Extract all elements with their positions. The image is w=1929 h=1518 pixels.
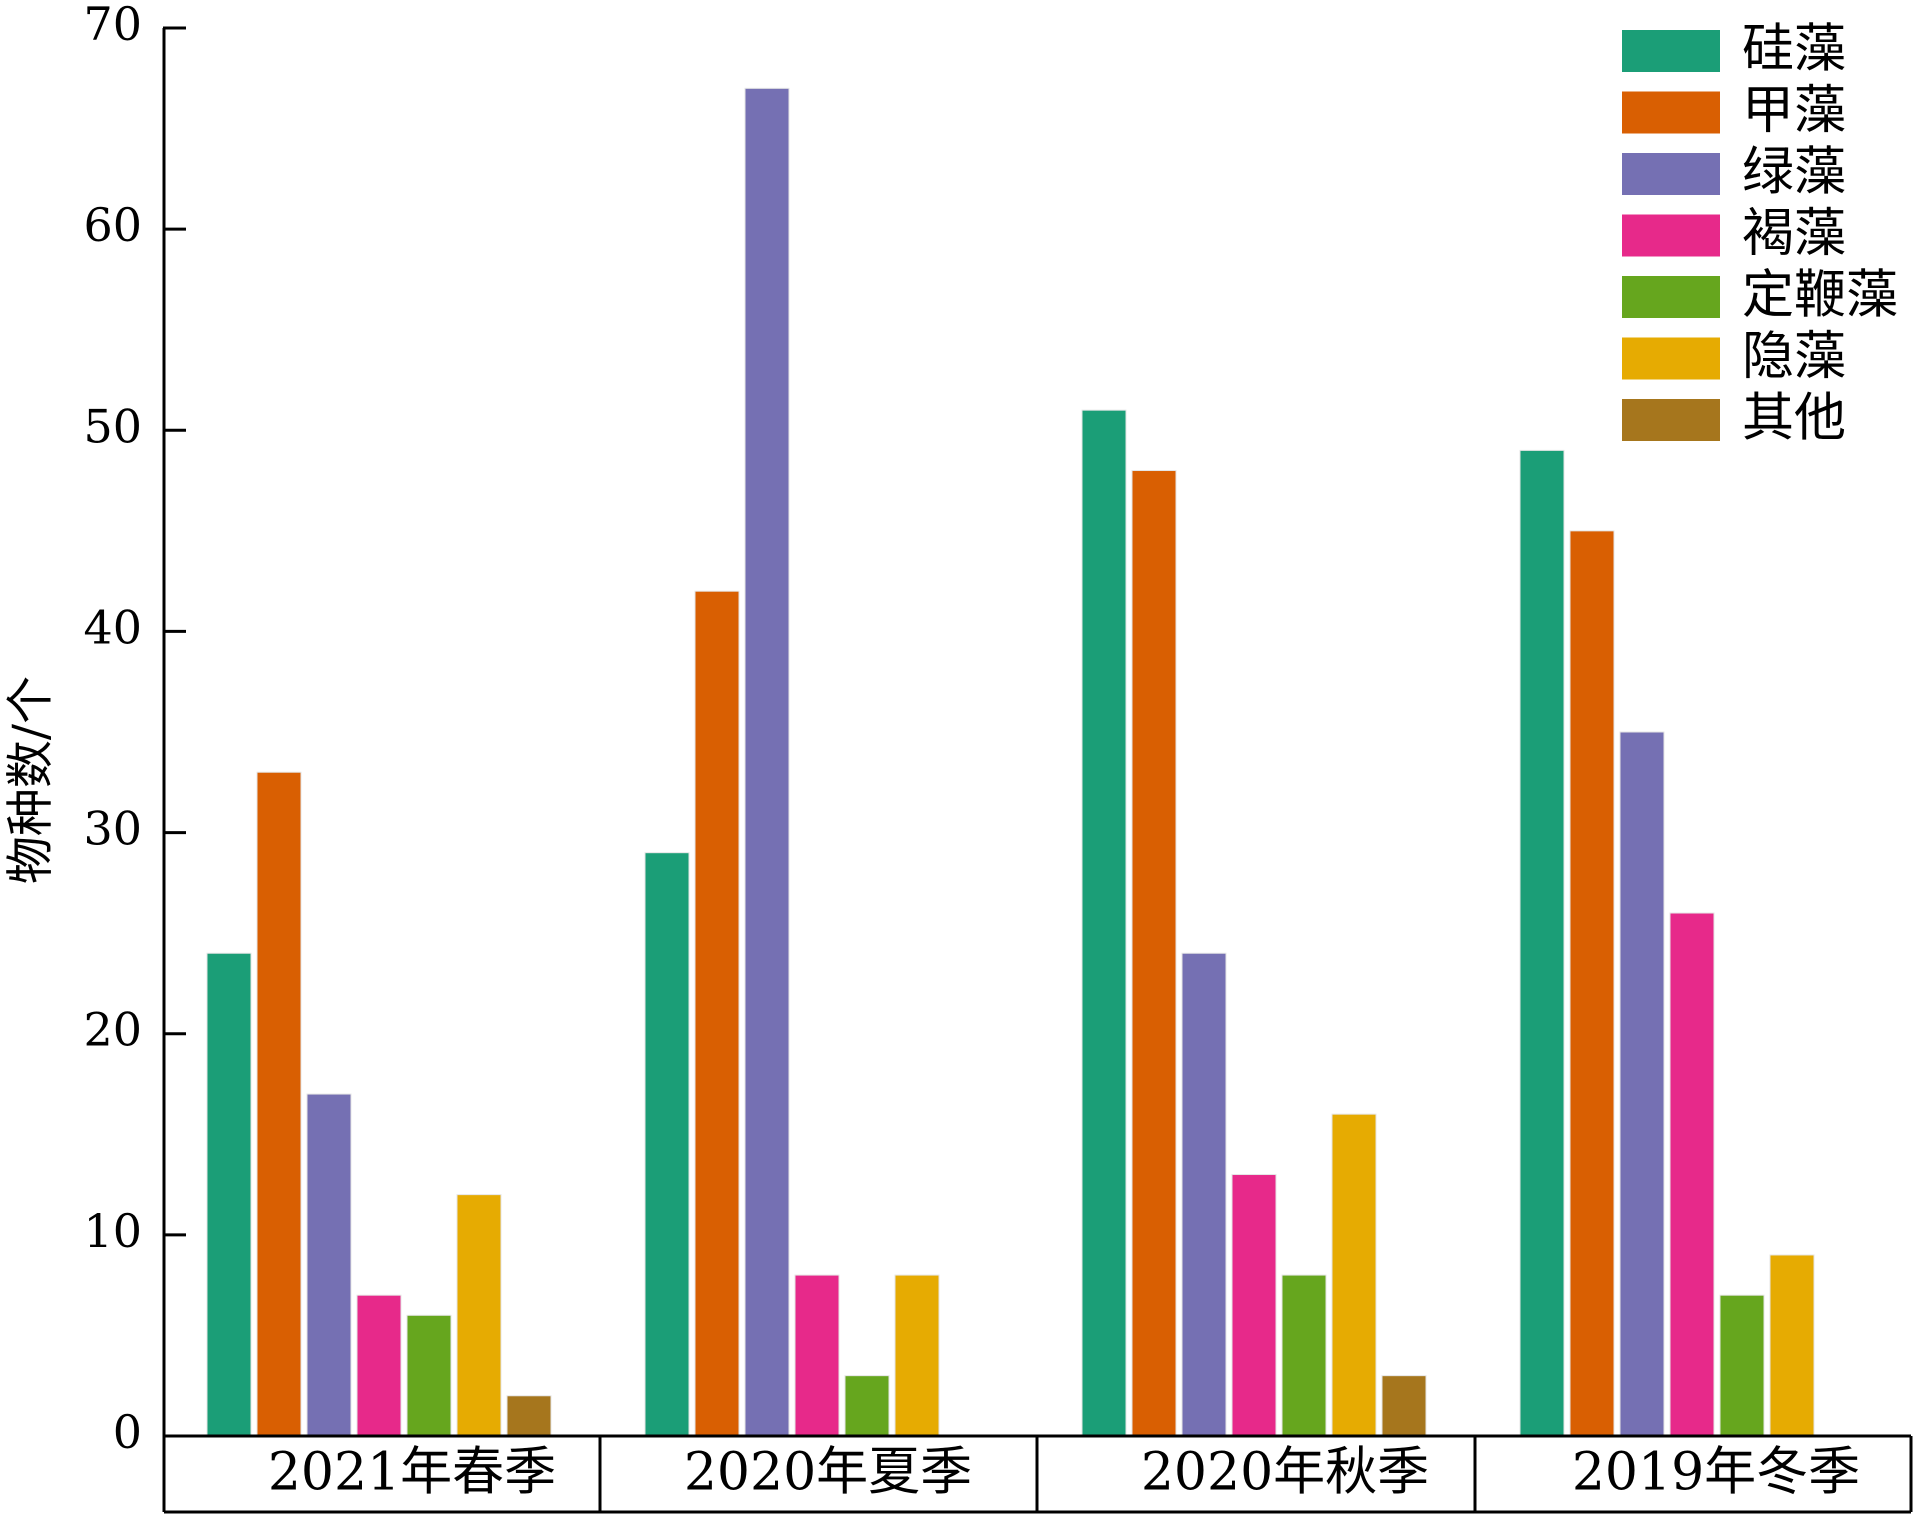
y-tick-label-1: 10	[83, 1204, 142, 1258]
y-tick-label-0: 0	[113, 1405, 142, 1459]
bar-2-0	[306, 1093, 352, 1437]
legend-label-5: 隐藻	[1742, 327, 1846, 387]
axes-layer	[162, 28, 1913, 1514]
category-label-2: 2020年秋季	[1141, 1443, 1429, 1503]
category-label-0: 2021年春季	[268, 1443, 556, 1503]
category-label-3: 2019年冬季	[1572, 1443, 1860, 1503]
legend-swatch-6	[1622, 399, 1720, 441]
bars-layer	[206, 87, 1815, 1437]
bar-4-0	[406, 1314, 452, 1437]
bar-5-2	[1331, 1113, 1377, 1437]
bar-3-3	[1669, 912, 1715, 1437]
y-tick-label-6: 60	[83, 198, 142, 252]
y-tick-label-5: 50	[83, 399, 142, 453]
bar-2-3	[1619, 731, 1665, 1437]
bar-3-1	[794, 1274, 840, 1437]
y-tick-label-3: 30	[83, 802, 142, 856]
bar-5-3	[1769, 1254, 1815, 1437]
bar-1-3	[1569, 530, 1615, 1437]
legend-label-0: 硅藻	[1742, 20, 1846, 80]
legend-swatch-5	[1622, 337, 1720, 380]
bar-0-2	[1081, 409, 1127, 1437]
bar-1-1	[694, 590, 740, 1437]
category-labels-layer: 2021年春季 2020年夏季 2020年秋季 2019年冬季	[268, 1443, 1860, 1503]
legend-label-6: 其他	[1742, 389, 1846, 449]
bar-0-1	[644, 852, 690, 1437]
y-axis-label: 物种数/个	[3, 676, 59, 884]
bar-0-0	[206, 952, 252, 1437]
bar-2-2	[1181, 952, 1227, 1437]
bar-4-3	[1719, 1294, 1765, 1437]
bar-3-0	[356, 1294, 402, 1437]
bar-6-2	[1381, 1375, 1427, 1437]
legend-swatch-2	[1622, 153, 1720, 195]
legend-label-4: 定鞭藻	[1742, 266, 1898, 326]
bar-5-0	[456, 1194, 502, 1437]
bar-4-1	[844, 1375, 890, 1437]
y-ticks-layer: 0 10 20 30 40 50 60 70	[83, 0, 186, 1459]
legend-swatch-1	[1622, 91, 1720, 134]
legend-swatch-3	[1622, 214, 1720, 257]
bar-4-2	[1281, 1274, 1327, 1437]
bar-1-0	[256, 771, 302, 1437]
legend-label-1: 甲藻	[1742, 81, 1846, 141]
bar-1-2	[1131, 470, 1177, 1437]
legend-label-2: 绿藻	[1742, 143, 1846, 203]
y-tick-label-7: 70	[83, 0, 142, 51]
bar-5-1	[894, 1274, 940, 1437]
bar-3-2	[1231, 1174, 1277, 1437]
y-tick-label-2: 20	[83, 1003, 142, 1057]
legend-swatch-4	[1622, 276, 1720, 318]
bar-0-3	[1519, 449, 1565, 1437]
category-label-1: 2020年夏季	[684, 1443, 972, 1503]
y-tick-label-4: 40	[83, 600, 142, 654]
bar-2-1	[744, 87, 790, 1437]
legend-swatch-0	[1622, 30, 1720, 72]
legend-label-3: 褐藻	[1742, 204, 1846, 264]
bar-6-0	[506, 1395, 552, 1437]
